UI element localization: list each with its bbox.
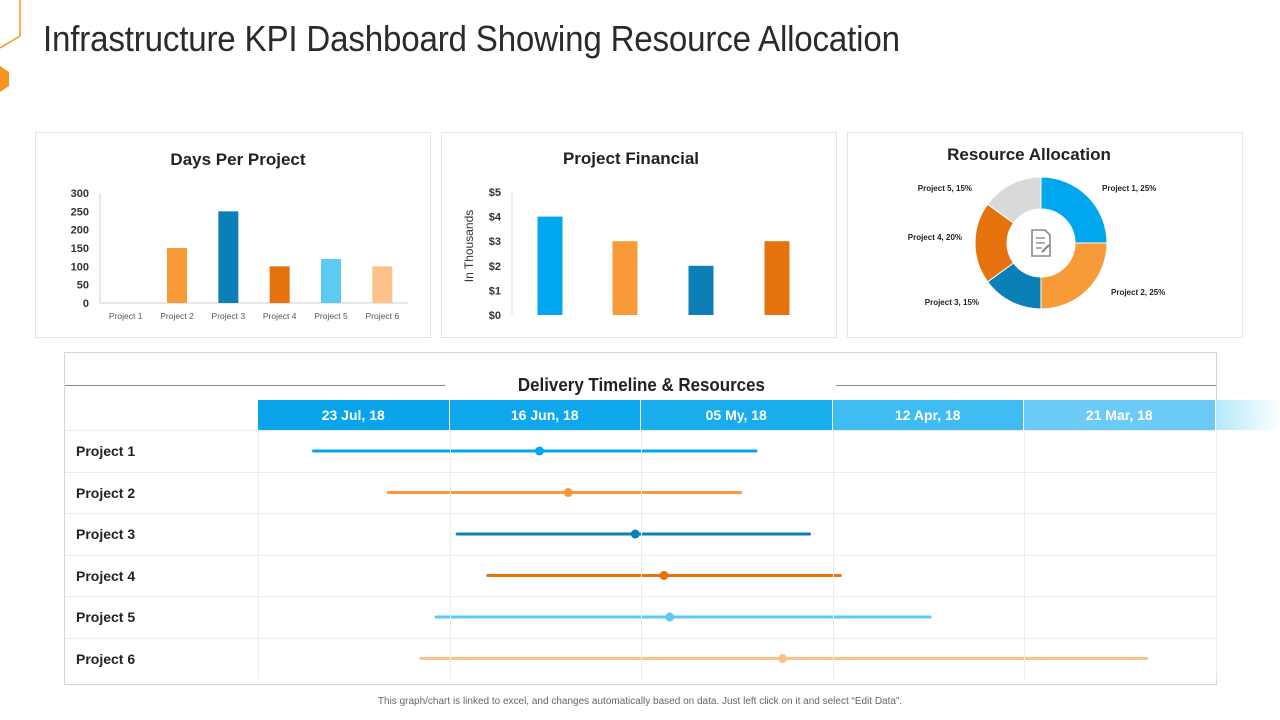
- bar-project-1: [537, 216, 563, 315]
- timeline-grid-line: [449, 430, 451, 679]
- timeline-grid-line: [1024, 430, 1025, 679]
- resource-allocation-chart[interactable]: Resource Allocation Project 1, 25% Project…: [848, 133, 1244, 339]
- timeline-bars: [312, 446, 1149, 663]
- timeline-marker-project-5: [665, 612, 675, 622]
- x-tick-label: Project 2: [160, 311, 194, 321]
- bar-project-5: [321, 259, 341, 303]
- timeline-marker-project-2: [563, 488, 573, 497]
- y-tick-label: 50: [77, 280, 89, 292]
- timeline-row-label: Project 1: [76, 443, 136, 459]
- timeline-row[interactable]: Project 2: [65, 471, 1216, 514]
- days-per-project-chart[interactable]: Days Per Project 0 50 100 150 200 250 300 Projec…: [36, 133, 432, 339]
- y-tick-label: 100: [71, 261, 89, 273]
- timeline-row[interactable]: Project 3: [65, 513, 1216, 555]
- timeline-date-header-cell: 16 Jun, 18: [449, 400, 641, 430]
- timeline-marker-project-3: [630, 529, 640, 539]
- project-financial-chart[interactable]: Project Financial $0 $1 $2 $3 $4 $5 In Thousand…: [442, 133, 838, 339]
- title-rule-right: [836, 385, 1216, 386]
- bar-project-2: [612, 241, 638, 315]
- y-tick-label: $4: [489, 212, 502, 224]
- days-per-project-panel[interactable]: Days Per Project 0 50 100 150 200 250 300 Projec…: [35, 132, 431, 338]
- timeline-row-label: Project 3: [76, 526, 136, 542]
- donut-slice-5: [986, 176, 1042, 224]
- bar-project-4: [764, 241, 790, 315]
- timeline-date-header-cell: 21 Mar, 18: [1024, 400, 1216, 430]
- y-tick-label: $2: [489, 261, 501, 273]
- timeline-title-text: Delivery Timeline & Resources: [504, 375, 779, 396]
- timeline-row[interactable]: Project 5: [65, 596, 1216, 638]
- timeline-row-label: Project 2: [76, 484, 136, 501]
- y-tick-label: 150: [71, 243, 89, 255]
- bar-project-4: [269, 266, 290, 303]
- page-title: Infrastructure KPI Dashboard Showing Res…: [43, 18, 900, 59]
- slice-label: Project 3, 15%: [925, 298, 979, 307]
- timeline-marker-project-1: [535, 446, 545, 456]
- x-tick-label: Project 4: [263, 311, 297, 321]
- document-outline: [1031, 229, 1051, 257]
- slice-label: Project 1, 25%: [1102, 184, 1156, 193]
- y-tick-label: 200: [71, 225, 89, 237]
- bar-project-3: [688, 265, 714, 315]
- footnote: This graph/chart is linked to excel, and…: [377, 696, 903, 707]
- donut-slice-1: [1040, 176, 1108, 244]
- y-tick-label: $3: [489, 236, 501, 248]
- bar-project-2: [167, 248, 187, 303]
- bar-project-6: [372, 266, 393, 303]
- y-tick-label: 0: [83, 298, 89, 310]
- timeline-date-header-cell: 23 Jul, 18: [258, 400, 450, 430]
- y-axis-label: In Thousands: [462, 210, 476, 283]
- delivery-timeline-panel[interactable]: Delivery Timeline & Resources 23 Jul, 18…: [64, 352, 1280, 685]
- y-tick-label: 300: [71, 188, 89, 200]
- x-tick-label: Project 3: [212, 311, 246, 321]
- y-tick-label: $5: [489, 187, 501, 199]
- timeline-row[interactable]: Project 6: [65, 637, 1216, 680]
- document-icon: [1031, 229, 1051, 257]
- timeline-row-label: Project 6: [76, 650, 136, 667]
- chart-title: Resource Allocation: [947, 145, 1111, 164]
- slice-label: Project 5, 15%: [918, 184, 972, 193]
- donut-slice-2: [1040, 242, 1108, 310]
- timeline-marker-project-4: [659, 571, 669, 580]
- x-tick-label: Project 6: [366, 311, 400, 321]
- title-rule-left: [65, 385, 445, 386]
- timeline-marker-project-6: [778, 654, 788, 663]
- timeline-grid-line: [1215, 430, 1217, 679]
- chart-title: Days Per Project: [170, 150, 305, 169]
- timeline-date-header: 23 Jul, 18 16 Jun, 18 05 My, 18 12 Apr, 18 2…: [258, 400, 1280, 430]
- timeline-date-header-cell: 05 My, 18: [641, 400, 833, 430]
- timeline-header-fade: [1215, 400, 1280, 430]
- timeline-grid-line: [832, 430, 834, 679]
- slice-label: Project 4, 20%: [908, 233, 962, 242]
- document-pen: [1041, 244, 1050, 253]
- project-financial-panel[interactable]: Project Financial $0 $1 $2 $3 $4 $5 In Thousand…: [441, 132, 837, 338]
- resource-allocation-panel[interactable]: Resource Allocation Project 1, 25% Project…: [847, 132, 1243, 338]
- timeline-row-label: Project 4: [76, 567, 136, 584]
- y-tick-label: 250: [71, 206, 89, 218]
- timeline-grid-line: [641, 430, 642, 679]
- x-tick-label: Project 1: [109, 311, 143, 321]
- timeline-date-header-cell: 12 Apr, 18: [832, 400, 1024, 430]
- timeline-row[interactable]: Project 4: [65, 554, 1216, 597]
- x-tick-label: Project 5: [314, 311, 348, 321]
- bar-project-3: [218, 211, 239, 303]
- y-tick-label: $0: [489, 310, 501, 322]
- slice-label: Project 2, 25%: [1111, 288, 1165, 297]
- timeline-row-label: Project 5: [76, 609, 136, 625]
- y-tick-label: $1: [489, 285, 501, 297]
- timeline-title: Delivery Timeline & Resources: [65, 375, 1218, 396]
- corner-decoration: [0, 0, 21, 92]
- timeline-row[interactable]: Project 1: [65, 430, 1216, 472]
- chart-title: Project Financial: [563, 149, 699, 168]
- timeline-grid-line: [258, 430, 259, 679]
